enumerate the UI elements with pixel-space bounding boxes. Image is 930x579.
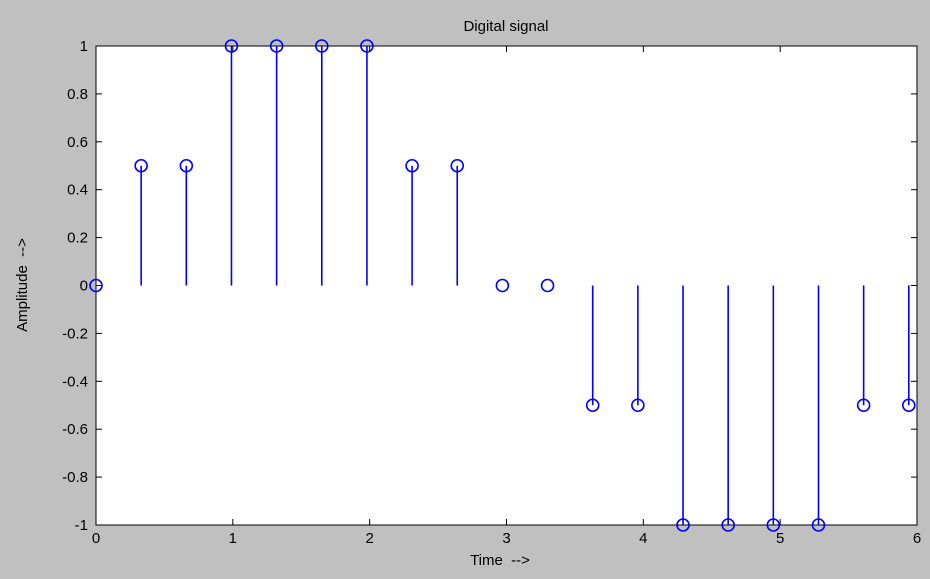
y-tick-label: 1 [80, 38, 88, 55]
stem-marker [134, 158, 148, 173]
stem-marker [224, 39, 239, 53]
stem-marker [811, 518, 826, 532]
stem-marker [540, 278, 555, 293]
stem-marker [676, 518, 690, 532]
y-tick-label: -0.2 [62, 325, 88, 342]
plot-area [95, 45, 918, 526]
stem-marker [585, 398, 600, 413]
axis-ticks [95, 45, 918, 526]
stem-marker [179, 158, 194, 173]
y-tick-label: 0.8 [67, 86, 88, 103]
stem-marker [766, 518, 781, 532]
chart-title: Digital signal [463, 18, 548, 35]
stem-marker [314, 39, 329, 53]
x-axis-label: Time --> [470, 552, 530, 569]
y-axis-label: Amplitude --> [14, 238, 31, 332]
y-tick-label: -0.8 [62, 469, 88, 486]
stem-marker [495, 278, 510, 293]
x-tick-label: 4 [639, 530, 647, 547]
y-tick-label: -1 [75, 517, 88, 534]
x-tick-label: 1 [229, 530, 237, 547]
x-tick-label: 2 [365, 530, 373, 547]
stem-marker [631, 398, 645, 413]
x-tick-label: 3 [502, 530, 510, 547]
y-tick-label: 0.2 [67, 230, 88, 247]
stem-marker [269, 39, 284, 53]
y-tick-label: 0.4 [67, 182, 88, 199]
y-tick-label: -0.6 [62, 421, 88, 438]
stem-marker [405, 158, 419, 173]
y-tick-label: 0.6 [67, 134, 88, 151]
stem-series [89, 39, 916, 532]
stem-marker [450, 158, 465, 173]
stem-marker [360, 39, 374, 53]
stem-marker [89, 278, 103, 293]
stem-marker [721, 518, 735, 532]
y-tick-label: 0 [80, 278, 88, 295]
x-tick-label: 0 [92, 530, 100, 547]
x-tick-label: 6 [913, 530, 921, 547]
stem-marker [856, 398, 871, 413]
y-tick-label: -0.4 [62, 373, 88, 390]
stem-marker [901, 398, 916, 413]
tick-labels: 0 1 2 3 4 5 6 1 0.8 0.6 0.4 0.2 0 -0.2 -0.4 -0.6 -0.8 -1 [62, 38, 921, 547]
x-tick-label: 5 [776, 530, 784, 547]
